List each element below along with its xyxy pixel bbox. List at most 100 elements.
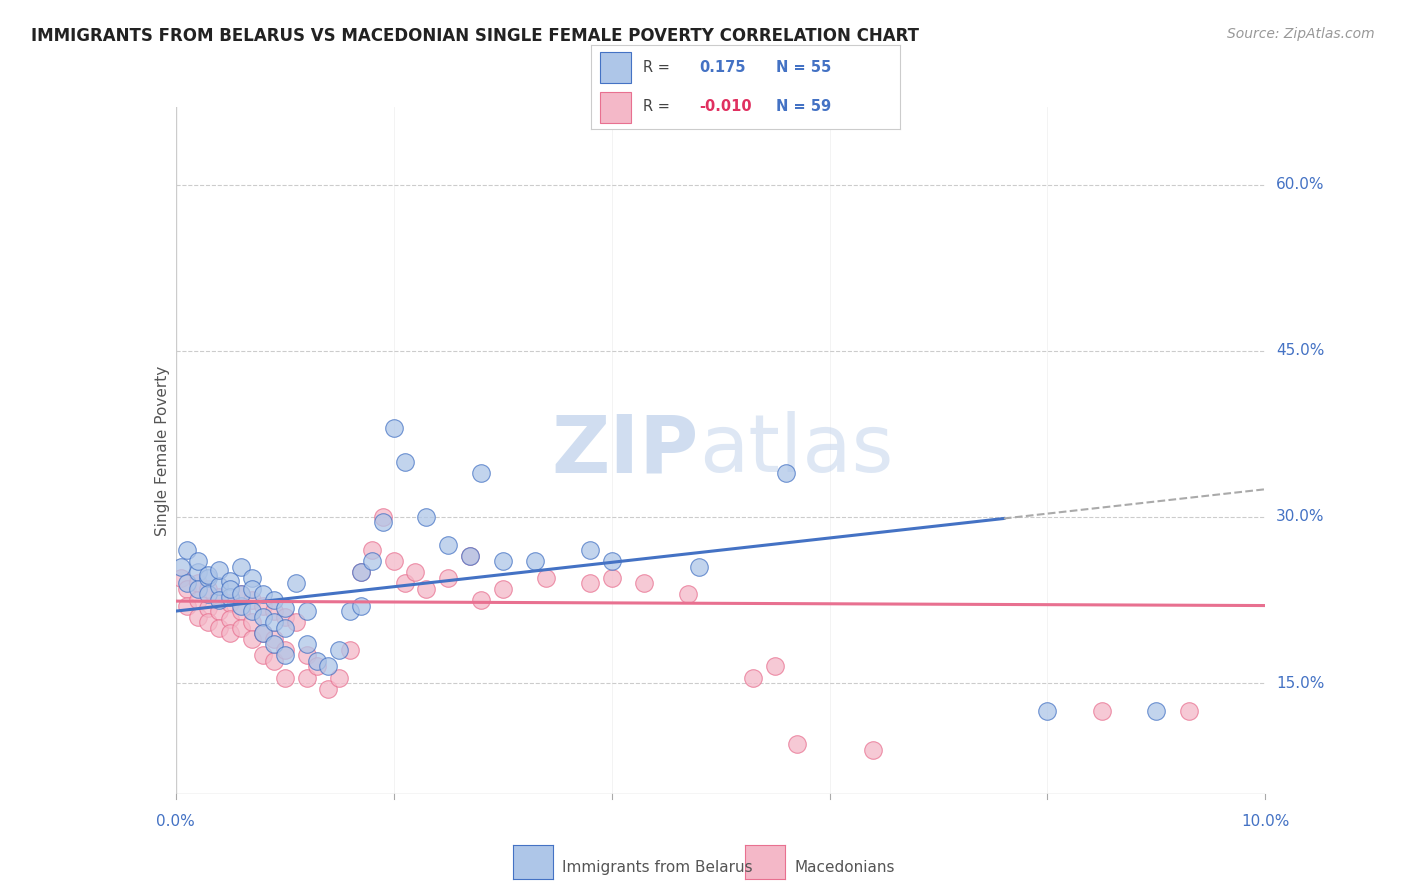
Point — [524, 554, 547, 568]
Point — [1036, 704, 1059, 718]
Point — [862, 742, 884, 756]
Point — [231, 599, 253, 613]
Point — [197, 615, 219, 630]
Point — [252, 648, 274, 663]
Point — [284, 576, 307, 591]
Text: 0.0%: 0.0% — [156, 814, 195, 829]
Point — [274, 609, 297, 624]
Point — [240, 582, 263, 596]
Point — [252, 626, 274, 640]
Text: IMMIGRANTS FROM BELARUS VS MACEDONIAN SINGLE FEMALE POVERTY CORRELATION CHART: IMMIGRANTS FROM BELARUS VS MACEDONIAN SI… — [31, 27, 920, 45]
Point — [742, 671, 765, 685]
Point — [231, 621, 253, 635]
Point — [231, 587, 253, 601]
Text: 10.0%: 10.0% — [1241, 814, 1289, 829]
Point — [437, 538, 460, 552]
Point — [170, 559, 193, 574]
Point — [197, 567, 219, 582]
Point — [186, 554, 209, 568]
Text: -0.010: -0.010 — [699, 99, 751, 114]
Text: 0.175: 0.175 — [699, 60, 745, 75]
Point — [579, 543, 602, 558]
Point — [176, 599, 198, 613]
Point — [318, 659, 340, 673]
Point — [415, 510, 437, 524]
Point — [328, 671, 350, 685]
Text: 45.0%: 45.0% — [1277, 343, 1324, 359]
Text: R =: R = — [643, 99, 671, 114]
Point — [600, 554, 623, 568]
Text: 15.0%: 15.0% — [1277, 675, 1324, 690]
Point — [534, 571, 557, 585]
Point — [219, 612, 242, 626]
Point — [186, 576, 209, 591]
Point — [252, 599, 274, 613]
Point — [219, 574, 242, 589]
Point — [231, 604, 253, 618]
Text: 30.0%: 30.0% — [1277, 509, 1324, 524]
Point — [252, 626, 274, 640]
Point — [295, 637, 318, 651]
Point — [763, 659, 786, 673]
Point — [295, 648, 318, 663]
Point — [219, 596, 242, 610]
Point — [350, 566, 373, 580]
Point — [197, 571, 219, 585]
Point — [470, 593, 492, 607]
Point — [240, 571, 263, 585]
Point — [295, 671, 318, 685]
Point — [633, 576, 655, 591]
Point — [382, 554, 405, 568]
Text: Immigrants from Belarus: Immigrants from Belarus — [562, 860, 754, 874]
Point — [274, 621, 297, 635]
Point — [394, 454, 416, 468]
Point — [208, 563, 231, 577]
Point — [176, 543, 198, 558]
Point — [231, 559, 253, 574]
Point — [252, 587, 274, 601]
Text: Single Female Poverty: Single Female Poverty — [155, 366, 170, 535]
Point — [458, 549, 481, 563]
Point — [240, 632, 263, 646]
Point — [394, 576, 416, 591]
Point — [360, 554, 382, 568]
Text: 60.0%: 60.0% — [1277, 178, 1324, 192]
Point — [688, 559, 710, 574]
Point — [240, 593, 263, 607]
Point — [600, 571, 623, 585]
Point — [176, 582, 198, 596]
Point — [263, 654, 285, 668]
Text: Macedonians: Macedonians — [794, 860, 894, 874]
Point — [274, 600, 297, 615]
Point — [186, 609, 209, 624]
Point — [274, 648, 297, 663]
FancyBboxPatch shape — [600, 53, 631, 83]
Point — [263, 615, 285, 630]
Point — [350, 599, 373, 613]
Point — [492, 554, 515, 568]
Point — [186, 566, 209, 580]
Point — [492, 582, 515, 596]
Point — [371, 510, 394, 524]
Point — [1178, 704, 1201, 718]
Point — [231, 587, 253, 601]
Point — [458, 549, 481, 563]
Point — [219, 590, 242, 604]
Point — [284, 615, 307, 630]
Point — [208, 579, 231, 593]
Point — [307, 659, 329, 673]
Point — [176, 576, 198, 591]
Point — [676, 587, 699, 601]
Point — [219, 626, 242, 640]
Point — [274, 671, 297, 685]
Point — [197, 600, 219, 615]
Point — [263, 632, 285, 646]
Point — [219, 582, 242, 596]
Point — [197, 587, 219, 601]
Text: N = 59: N = 59 — [776, 99, 831, 114]
Point — [415, 582, 437, 596]
Point — [240, 615, 263, 630]
Point — [263, 604, 285, 618]
Point — [307, 654, 329, 668]
Point — [170, 571, 193, 585]
